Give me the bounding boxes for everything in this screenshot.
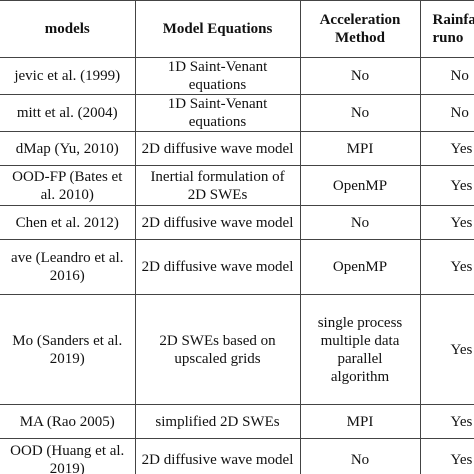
rainfall-cell: No (419, 94, 474, 132)
model-cell: mitt et al. (2004) (0, 94, 136, 132)
table-row: MA (Rao 2005) simplified 2D SWEs MPI Yes (0, 404, 474, 439)
table-row: Chen et al. 2012) 2D diffusive wave model… (0, 205, 474, 240)
acceleration-cell: No (299, 205, 421, 240)
table-row: Mo (Sanders et al. 2019) 2D SWEs based on… (0, 294, 474, 405)
rainfall-cell: Yes (419, 294, 474, 405)
table-row: dMap (Yu, 2010) 2D diffusive wave model MP… (0, 131, 474, 166)
equation-cell: 2D diffusive wave model (134, 438, 301, 474)
acceleration-cell: No (299, 438, 421, 474)
rainfall-cell: Yes (419, 205, 474, 240)
rainfall-cell: Yes (419, 438, 474, 474)
equation-cell: 2D SWEs based on upscaled grids (134, 294, 301, 405)
equation-cell: 1D Saint-Venant equations (134, 94, 301, 132)
model-cell: Chen et al. 2012) (0, 205, 136, 240)
model-cell: ave (Leandro et al. 2016) (0, 239, 136, 295)
model-cell: OOD-FP (Bates et al. 2010) (0, 165, 136, 206)
header-cell: Rainfa runo (419, 0, 474, 58)
acceleration-cell: MPI (299, 404, 421, 439)
header-cell: models (0, 0, 136, 58)
rainfall-cell: Yes (419, 239, 474, 295)
table-row: OOD-FP (Bates et al. 2010) Inertial formu… (0, 165, 474, 206)
acceleration-cell: single process multiple data parallel al… (299, 294, 421, 405)
table-row: OOD (Huang et al. 2019) 2D diffusive wave… (0, 438, 474, 474)
table-row: ave (Leandro et al. 2016) 2D diffusive wa… (0, 239, 474, 295)
acceleration-cell: MPI (299, 131, 421, 166)
table-row: jevic et al. (1999) 1D Saint-Venant equat… (0, 57, 474, 95)
header-cell: Model Equations (134, 0, 301, 58)
acceleration-cell: No (299, 94, 421, 132)
acceleration-cell: OpenMP (299, 165, 421, 206)
header-row: models Model Equations Acceleration Method… (0, 0, 474, 58)
model-cell: dMap (Yu, 2010) (0, 131, 136, 166)
model-cell: OOD (Huang et al. 2019) (0, 438, 136, 474)
equation-cell: simplified 2D SWEs (134, 404, 301, 439)
model-cell: jevic et al. (1999) (0, 57, 136, 95)
equation-cell: 2D diffusive wave model (134, 205, 301, 240)
header-cell: Acceleration Method (299, 0, 421, 58)
rainfall-cell: Yes (419, 131, 474, 166)
equation-cell: 2D diffusive wave model (134, 131, 301, 166)
table-row: mitt et al. (2004) 1D Saint-Venant equati… (0, 94, 474, 132)
model-cell: Mo (Sanders et al. 2019) (0, 294, 136, 405)
equation-cell: Inertial formulation of 2D SWEs (134, 165, 301, 206)
rainfall-cell: No (419, 57, 474, 95)
acceleration-cell: OpenMP (299, 239, 421, 295)
rainfall-cell: Yes (419, 165, 474, 206)
equation-cell: 2D diffusive wave model (134, 239, 301, 295)
rainfall-cell: Yes (419, 404, 474, 439)
equation-cell: 1D Saint-Venant equations (134, 57, 301, 95)
acceleration-cell: No (299, 57, 421, 95)
table-body: jevic et al. (1999) 1D Saint-Venant equat… (0, 57, 474, 474)
model-cell: MA (Rao 2005) (0, 404, 136, 439)
